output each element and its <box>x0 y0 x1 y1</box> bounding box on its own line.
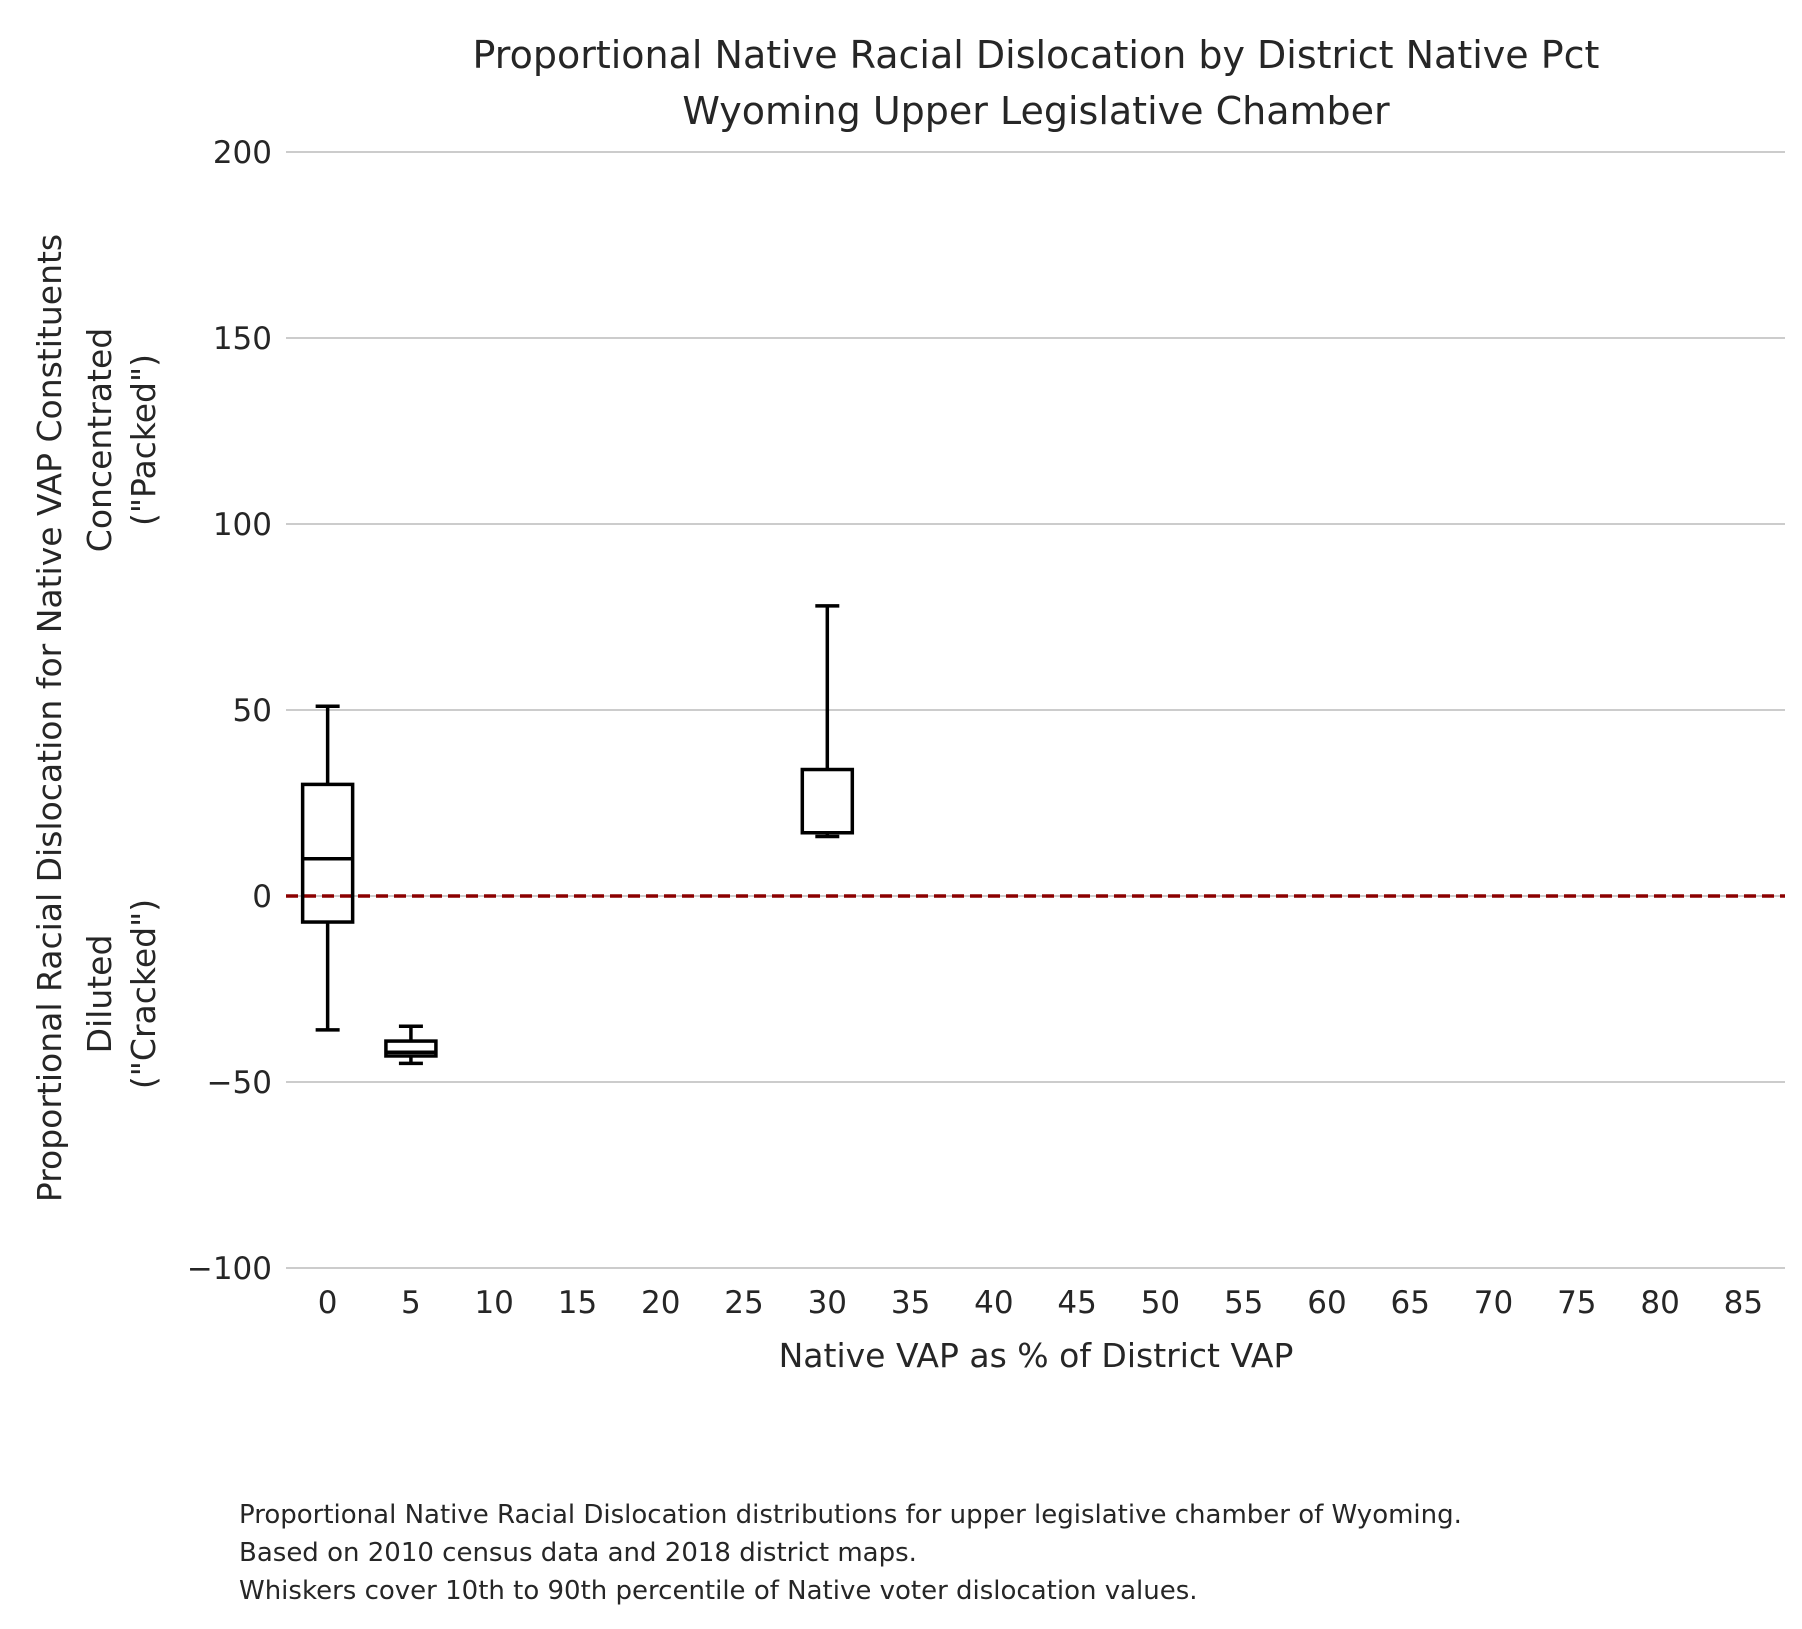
box-plots <box>300 604 855 1066</box>
chart-title: Proportional Native Racial Dislocation b… <box>473 33 1600 133</box>
chart-title-line-2: Wyoming Upper Legislative Chamber <box>682 89 1390 133</box>
x-tick-label: 40 <box>974 1285 1013 1321</box>
x-tick-label: 60 <box>1307 1285 1346 1321</box>
x-tick-label: 25 <box>724 1285 763 1321</box>
x-tick-label: 55 <box>1224 1285 1263 1321</box>
box-plot <box>384 1024 438 1066</box>
x-tick-label: 50 <box>1141 1285 1180 1321</box>
box-plot <box>300 704 355 1032</box>
y-axis-label-packed-2: ("Packed") <box>124 354 163 526</box>
x-tick-label: 35 <box>891 1285 930 1321</box>
y-axis-label-cracked-2: ("Cracked") <box>124 899 163 1089</box>
iqr-box <box>800 767 855 835</box>
x-tick-label: 85 <box>1724 1285 1763 1321</box>
box-plot <box>800 604 855 839</box>
caption-line-2: Based on 2010 census data and 2018 distr… <box>239 1538 917 1568</box>
x-tick-label: 75 <box>1557 1285 1596 1321</box>
x-tick-label: 0 <box>318 1285 338 1321</box>
x-tick-label: 45 <box>1057 1285 1096 1321</box>
x-tick-label: 70 <box>1474 1285 1513 1321</box>
y-axis-label-main: Proportional Racial Dislocation for Nati… <box>30 234 69 1202</box>
y-tick-label: −50 <box>207 1065 272 1101</box>
x-tick-label: 65 <box>1391 1285 1430 1321</box>
x-tick-label: 15 <box>558 1285 597 1321</box>
y-tick-label: 0 <box>252 879 272 915</box>
x-axis-label: Native VAP as % of District VAP <box>779 1336 1294 1375</box>
y-tick-label: 150 <box>213 321 272 357</box>
caption-line-1: Proportional Native Racial Dislocation d… <box>239 1500 1462 1530</box>
y-axis-label: Proportional Racial Dislocation for Nati… <box>30 234 163 1202</box>
grid-lines <box>286 151 1785 1269</box>
x-tick-label: 10 <box>474 1285 513 1321</box>
chart-caption: Proportional Native Racial Dislocation d… <box>239 1500 1462 1606</box>
y-tick-label: 200 <box>213 135 272 171</box>
x-tick-labels: 0 5 10 15 20 25 30 35 40 45 50 55 60 65 70 75 80 85 <box>318 1285 1763 1321</box>
y-tick-label: −100 <box>187 1251 272 1287</box>
chart-title-line-1: Proportional Native Racial Dislocation b… <box>473 33 1600 77</box>
y-tick-labels: 200 150 100 50 0 −50 −100 <box>187 135 272 1287</box>
x-tick-label: 30 <box>808 1285 847 1321</box>
y-tick-label: 100 <box>213 507 272 543</box>
x-tick-label: 80 <box>1640 1285 1679 1321</box>
iqr-box <box>384 1039 438 1058</box>
x-tick-label: 20 <box>641 1285 680 1321</box>
y-tick-label: 50 <box>233 693 272 729</box>
x-tick-label: 5 <box>401 1285 421 1321</box>
caption-line-3: Whiskers cover 10th to 90th percentile o… <box>239 1576 1198 1606</box>
y-axis-label-cracked-1: Diluted <box>80 935 119 1054</box>
iqr-box <box>300 782 355 924</box>
y-axis-label-packed-1: Concentrated <box>80 328 119 552</box>
